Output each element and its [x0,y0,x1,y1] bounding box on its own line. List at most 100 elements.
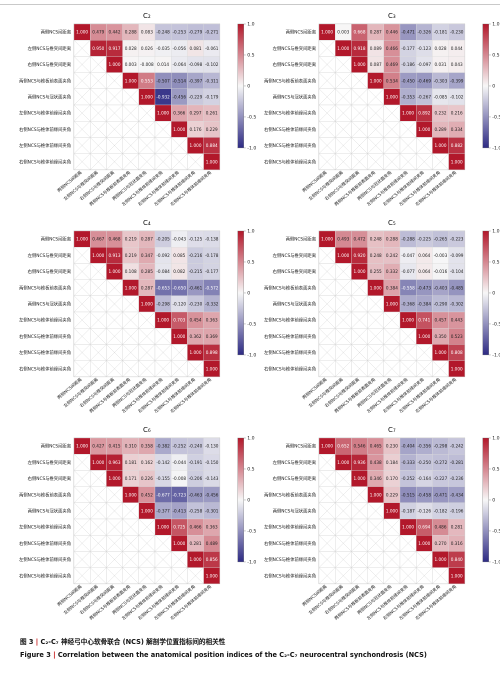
cell-value: 0.310 [125,444,137,449]
cell-value: -0.229 [189,95,203,100]
cross-line [171,551,188,568]
cross-line [106,328,123,345]
cross-line [171,360,188,377]
cross-line [318,328,336,345]
cross-line [73,137,91,154]
cell-value: 1.000 [76,30,88,35]
cell-value: 0.226 [141,476,153,481]
cross-line [351,344,368,361]
cross-line [367,535,384,552]
cross-line [351,104,368,122]
cell-value: 0.457 [435,318,447,323]
cross-line [90,153,107,170]
cell-value: -0.043 [173,237,187,242]
colorbar-tick-label: -1.0 [247,353,256,359]
cell-value: -0.143 [205,476,219,481]
cross-line [106,360,123,377]
cross-line [138,551,156,568]
row-label: 左侧NCS与椎突间距离 [28,459,72,466]
cross-line [122,121,139,138]
row-label: 右侧NCS与椎突间距离 [28,61,72,68]
cross-line [90,88,107,106]
cross-line [318,137,336,154]
cross-line [171,344,188,361]
colorbar-tick-label: 0 [247,498,250,504]
row-label: 左侧NCS与椎体前缘间夹角 [19,556,71,563]
cross-line [73,72,91,89]
cell-value: -0.723 [173,492,187,497]
cell-value: -0.008 [140,62,154,67]
colorbar [482,437,489,563]
cross-line [73,279,91,296]
row-label: 左侧NCS与椎突间距离 [273,45,317,52]
cross-line [122,88,139,106]
cell-value: 0.963 [109,460,121,465]
cross-line [351,88,368,106]
cross-line [138,328,156,345]
cell-value: -0.125 [189,237,203,242]
cross-line [73,56,91,73]
cell-value: 0.003 [125,62,137,67]
cell-value: -0.099 [450,253,464,258]
cell-value: -0.205 [156,237,170,242]
cell-value: -0.399 [450,78,464,83]
row-label: 两侧NCS与冠状面夹角 [28,94,71,101]
cell-value: 0.181 [125,460,137,465]
cell-value: 1.000 [173,127,185,132]
cell-value: -0.230 [450,30,464,35]
cell-value: 0.288 [386,237,398,242]
colorbar [237,437,244,563]
cell-value: -0.230 [189,302,203,307]
cell-value: 0.454 [190,318,202,323]
cross-line [138,121,156,138]
cell-value: -0.155 [156,476,170,481]
cell-value: 1.000 [206,366,218,371]
cross-line [90,295,107,313]
cross-line [432,153,449,170]
cell-value: 0.014 [157,62,169,67]
cross-line [106,88,123,106]
cell-value: -0.653 [156,285,170,290]
row-label: 左侧NCS与椎体前缘间夹角 [19,142,71,149]
cross-line [383,535,401,552]
cross-line [106,567,123,584]
cross-line [335,104,352,122]
cross-line [335,551,352,568]
cross-line [399,328,417,345]
cell-value: -0.242 [450,444,464,449]
cell-value: 0.415 [109,444,121,449]
cross-line [335,567,352,584]
cross-line [171,567,188,584]
row-label: 两侧NCS与椎板前表面夹角 [19,284,71,291]
cell-value: 0.170 [386,476,398,481]
cell-value: 0.028 [435,46,447,51]
row-label: 两侧NCS与椎板前表面夹角 [264,491,316,498]
cross-line [138,153,156,170]
cell-value: -0.258 [189,509,203,514]
cross-line [318,247,336,264]
cross-line [90,344,107,361]
cross-line [122,137,139,154]
panel-title: C₂ [143,12,151,20]
cross-line [90,567,107,584]
cell-value: -0.227 [434,476,448,481]
caption-zh: 图 3 | C₂-C₇ 神经弓中心软骨联合 (NCS) 解剖学位置指标间的相关性 [20,636,490,646]
cell-value: -0.215 [189,269,203,274]
cell-value: -0.223 [450,237,464,242]
cell-value: 0.882 [451,143,463,148]
cross-line [106,121,123,138]
cross-line [106,344,123,361]
cross-line [383,518,401,536]
colorbar-tick-label: -0.5 [492,115,500,121]
cell-value: 0.443 [451,318,463,323]
row-label: 左侧NCS与椎突间距离 [273,252,317,259]
cross-line [73,567,91,584]
colorbar-tick-label: 1.0 [492,22,499,28]
cross-line [399,535,417,552]
cross-line [335,311,352,329]
cell-value: -0.356 [418,444,432,449]
row-label: 两侧NCS与冠状面夹角 [28,508,71,515]
row-label: 左侧NCS与椎突间距离 [28,45,72,52]
cell-value: -0.298 [156,302,170,307]
cell-value: 1.000 [125,78,137,83]
